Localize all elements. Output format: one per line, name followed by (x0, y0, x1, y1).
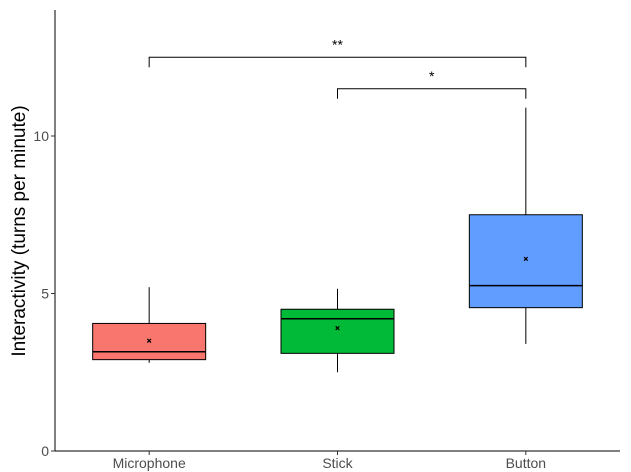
mean-stroke-b (335, 325, 340, 331)
mean-marker-stick (335, 325, 340, 331)
x-ticks: Microphone Stick Button (113, 451, 546, 471)
y-axis-title: Interactivity (turns per minute) (9, 105, 30, 356)
significance-brackets: *** (148, 36, 527, 99)
y-tick-label: 10 (33, 128, 49, 144)
sig-label: ** (332, 36, 343, 52)
sig-bracket (337, 88, 527, 99)
mean-marker-microphone (146, 338, 152, 343)
mean-stroke-b (146, 338, 152, 343)
sig-label: * (429, 68, 435, 84)
x-tick-label: Stick (322, 455, 353, 471)
x-tick-label: Button (506, 455, 546, 471)
y-tick-label: 5 (41, 286, 49, 302)
box-button (468, 214, 583, 309)
x-tick-label: Microphone (113, 455, 186, 471)
sig-bracket (148, 56, 527, 68)
mean-marker-button (523, 256, 529, 262)
y-tick-label: 0 (41, 443, 49, 459)
y-ticks: 0 5 10 (33, 128, 55, 459)
mean-stroke-b (523, 256, 529, 262)
boxes (92, 107, 583, 373)
box-stick (280, 308, 395, 354)
